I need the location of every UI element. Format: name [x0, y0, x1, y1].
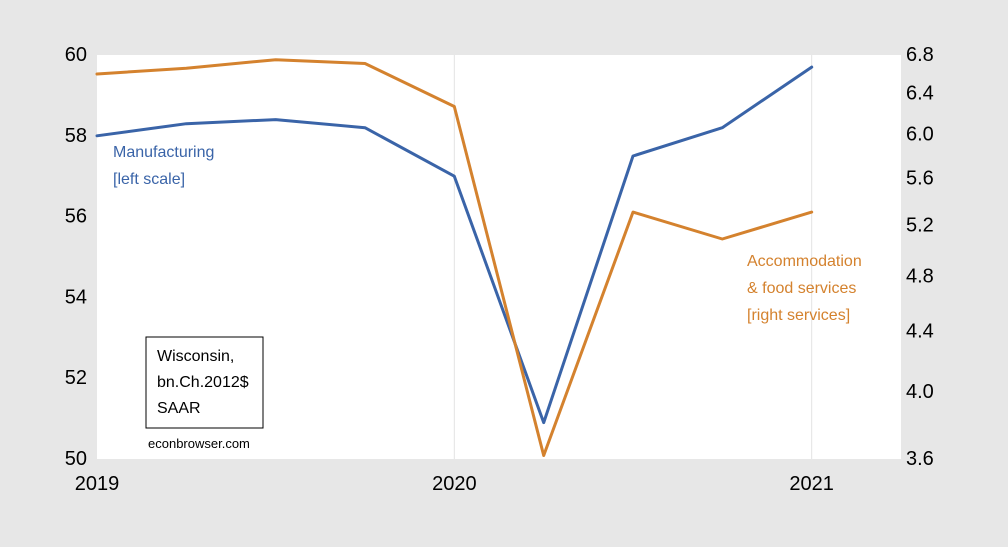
- source-label: econbrowser.com: [148, 436, 250, 451]
- left-tick-label: 50: [65, 448, 87, 470]
- accommodation-label: Accommodation & food services [right ser…: [747, 253, 862, 324]
- left-axis: 50 52 54 56 58 60: [65, 44, 87, 470]
- right-tick-label: 3.6: [906, 448, 934, 470]
- manufacturing-label-line-1: Manufacturing: [113, 144, 214, 161]
- right-tick-label: 5.6: [906, 167, 934, 189]
- left-tick-label: 54: [65, 286, 87, 308]
- right-tick-label: 4.4: [906, 321, 934, 343]
- series-layer: [95, 58, 814, 457]
- x-tick-label: 2021: [789, 473, 834, 495]
- right-tick-label: 6.4: [906, 83, 934, 105]
- manufacturing-label: Manufacturing [left scale]: [113, 144, 214, 188]
- x-axis: 2019 2020 2021: [75, 473, 834, 495]
- annotation-box: Wisconsin, bn.Ch.2012$ SAAR: [145, 336, 264, 429]
- annotation-box-line-1: Wisconsin,: [157, 348, 234, 365]
- accommodation-label-line-1: Accommodation: [747, 253, 862, 270]
- right-axis: 3.6 4.0 4.4 4.8 5.2 5.6 6.0 6.4 6.8: [906, 44, 934, 470]
- manufacturing-label-line-2: [left scale]: [113, 171, 185, 188]
- annotation-box-line-3: SAAR: [157, 400, 201, 417]
- series-line-accommodation: [95, 58, 814, 457]
- left-tick-label: 56: [65, 206, 87, 228]
- accommodation-label-line-2: & food services: [747, 280, 856, 297]
- series-line-manufacturing: [95, 65, 814, 425]
- right-tick-label: 4.0: [906, 381, 934, 403]
- right-tick-label: 4.8: [906, 265, 934, 287]
- x-tick-label: 2020: [432, 473, 477, 495]
- annotation-box-line-2: bn.Ch.2012$: [157, 374, 249, 391]
- accommodation-label-line-3: [right services]: [747, 307, 850, 324]
- left-tick-label: 58: [65, 125, 87, 147]
- x-tick-label: 2019: [75, 473, 120, 495]
- annotation-box-frame: [145, 336, 264, 429]
- right-tick-label: 5.2: [906, 214, 934, 236]
- left-tick-label: 52: [65, 367, 87, 389]
- right-tick-label: 6.8: [906, 44, 934, 66]
- right-tick-label: 6.0: [906, 124, 934, 146]
- x-gridlines: [453, 55, 813, 459]
- left-tick-label: 60: [65, 44, 87, 66]
